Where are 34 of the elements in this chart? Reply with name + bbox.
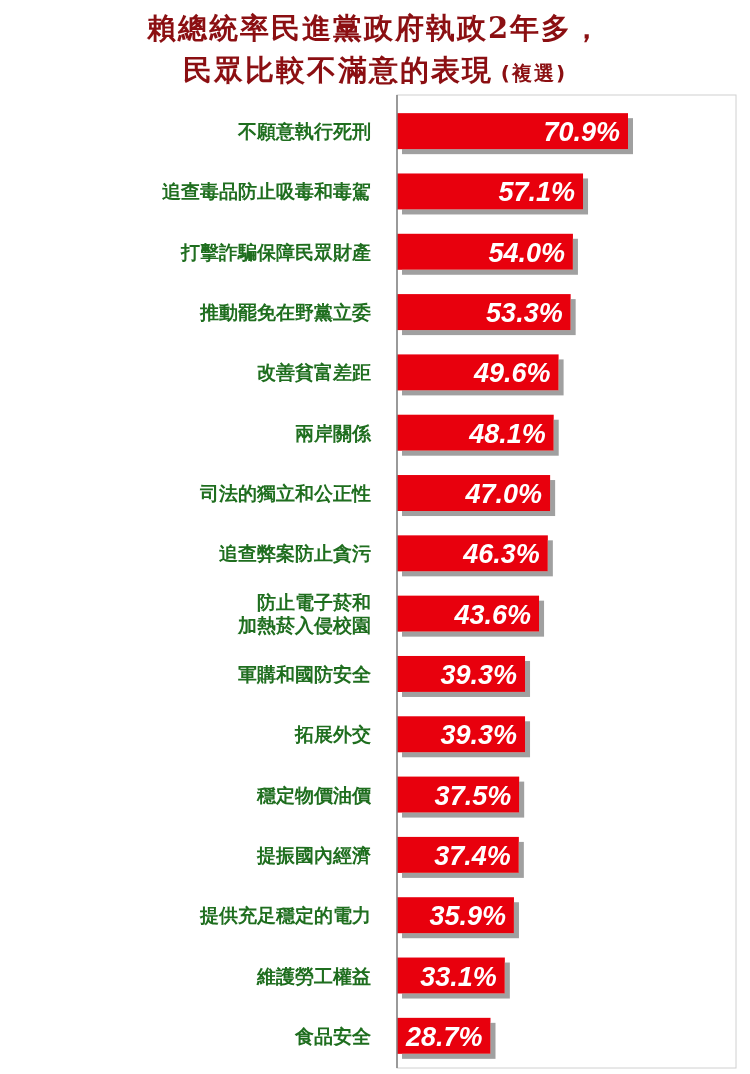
data-label: 37.4% (434, 840, 511, 871)
y-tick-label: 拓展外交 (294, 723, 371, 746)
data-label: 53.3% (486, 298, 563, 329)
y-tick-label: 食品安全 (294, 1024, 372, 1047)
y-tick-label: 追查弊案防止貪污 (218, 542, 371, 565)
y-tick-label: 穩定物價油價 (256, 783, 372, 806)
data-label: 43.6% (453, 599, 532, 630)
y-tick-label: 不願意執行死刑 (237, 120, 371, 143)
y-tick-label: 追查毒品防止吸毒和毒駕 (161, 180, 371, 203)
y-tick-label: 防止電子菸和加熱菸入侵校園 (237, 591, 371, 637)
y-tick-label: 司法的獨立和公正性 (199, 482, 371, 505)
data-label: 37.5% (434, 780, 512, 811)
bar (397, 113, 628, 150)
data-label: 57.1% (498, 177, 576, 208)
y-tick-label: 維護勞工權益 (256, 964, 371, 987)
y-tick-label: 兩岸關係 (295, 421, 372, 444)
data-label: 54.0% (488, 237, 565, 268)
data-label: 39.3% (440, 659, 518, 690)
data-label: 46.3% (462, 539, 540, 570)
y-tick-label: 提供充足穩定的電力 (199, 904, 371, 927)
data-label: 48.1% (468, 418, 546, 449)
data-label: 33.1% (420, 961, 497, 992)
data-label: 28.7% (404, 1021, 483, 1052)
y-tick-label: 推動罷免在野黨立委 (199, 301, 371, 324)
data-label: 47.0% (464, 479, 543, 510)
data-label: 35.9% (429, 901, 506, 932)
title: 賴總統率民進黨政府執政2年多，民眾比較不滿意的表現 (複選) (146, 11, 604, 87)
data-label: 49.6% (473, 358, 551, 389)
y-tick-label: 打擊詐騙保障民眾財產 (180, 240, 371, 263)
y-tick-label: 提振國內經濟 (256, 843, 372, 866)
y-tick-label: 軍購和國防安全 (238, 662, 372, 685)
data-label: 70.9% (543, 117, 620, 148)
y-tick-label: 改善貧富差距 (257, 361, 371, 384)
data-label: 39.3% (440, 720, 518, 751)
